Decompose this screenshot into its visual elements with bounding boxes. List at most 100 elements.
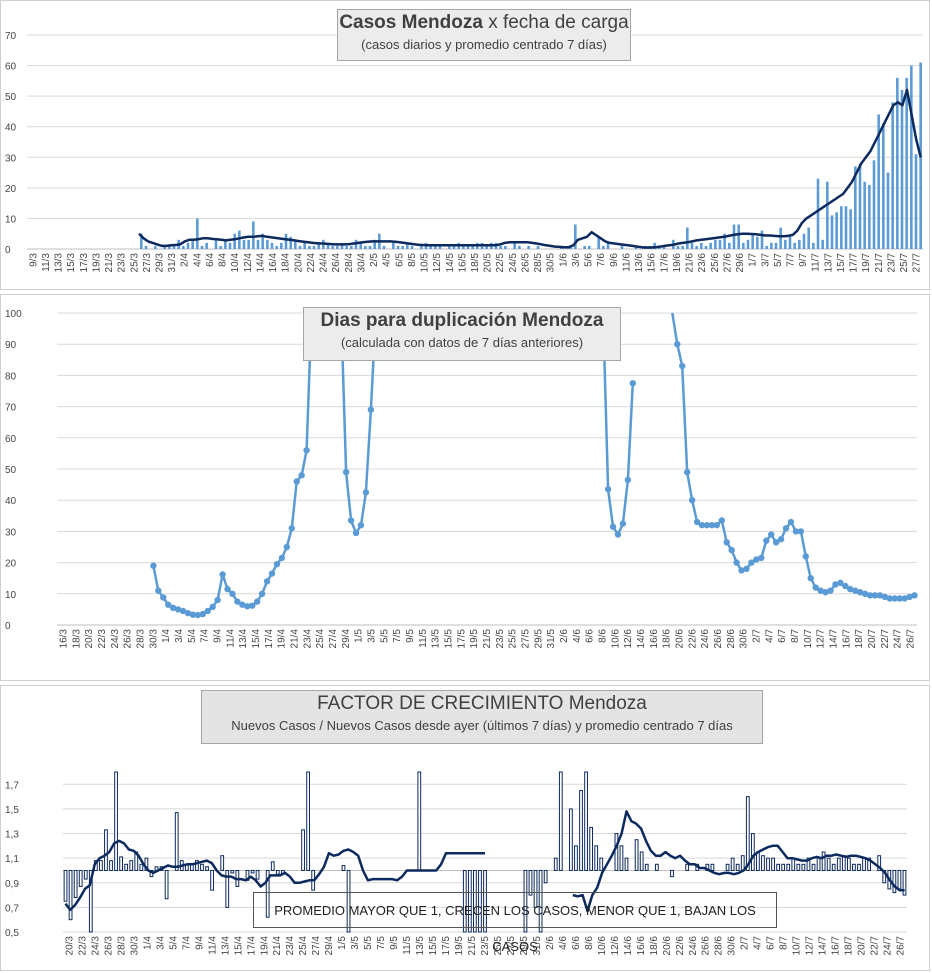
x-tick-label: 20/3 <box>64 936 75 956</box>
x-tick-label: 29/4 <box>324 936 335 956</box>
bar <box>270 861 275 871</box>
x-tick-label: 5/4 <box>168 936 179 950</box>
y-tick-label: 10 <box>5 214 17 225</box>
x-tick-label: 5/5 <box>363 936 374 950</box>
data-point <box>847 585 854 593</box>
bar <box>434 245 437 249</box>
x-tick-label: 8/5 <box>407 253 418 267</box>
data-point <box>822 589 829 596</box>
x-tick-label: 22/6 <box>687 629 698 649</box>
x-tick-label: 23/7 <box>886 253 897 273</box>
x-tick-label: 14/6 <box>623 936 634 956</box>
x-tick-label: 15/4 <box>233 936 244 956</box>
data-point <box>239 601 246 608</box>
series-line-1 <box>138 88 922 249</box>
bar <box>737 224 740 249</box>
growth-factor-subtitle: Nuevos Casos / Nuevos Casos desde ayer (… <box>231 718 733 733</box>
data-point <box>298 472 305 479</box>
data-point <box>367 406 375 413</box>
x-tick-label: 20/4 <box>293 253 304 273</box>
bar <box>119 856 124 871</box>
bar <box>467 869 472 933</box>
x-tick-label: 20/7 <box>867 629 878 649</box>
x-tick-label: 15/3 <box>66 253 77 273</box>
y-tick-label: 80 <box>5 371 17 382</box>
x-tick-label: 13/4 <box>220 936 231 956</box>
daily-cases-title-rest: x fecha de carga <box>488 12 629 33</box>
x-tick-label: 9/7 <box>798 253 809 267</box>
x-tick-label: 10/4 <box>230 253 241 273</box>
bar <box>886 172 890 249</box>
bar <box>452 245 456 249</box>
data-point <box>772 539 780 546</box>
bar <box>686 227 689 249</box>
x-tick-label: 12/6 <box>610 936 621 956</box>
x-tick-label: 28/3 <box>135 629 146 649</box>
bar <box>619 845 624 871</box>
x-tick-label: 27/4 <box>328 629 339 649</box>
bar <box>483 869 487 933</box>
y-tick-label: 40 <box>5 123 17 134</box>
bar <box>644 863 649 871</box>
x-tick-label: 6/6 <box>585 629 596 643</box>
data-point <box>886 595 894 602</box>
bar <box>499 245 502 249</box>
x-tick-label: 22/3 <box>97 629 108 649</box>
x-tick-label: 6/5 <box>394 253 405 267</box>
bar <box>154 245 157 249</box>
x-tick-label: 24/6 <box>700 629 711 649</box>
bar <box>816 857 821 871</box>
bar <box>821 239 824 249</box>
bar <box>735 863 740 871</box>
y-tick-label: 70 <box>5 403 17 414</box>
x-tick-label: 7/5 <box>392 629 403 643</box>
bar <box>63 869 68 902</box>
y-tick-label: 20 <box>5 184 17 195</box>
x-tick-label: 17/7 <box>849 253 860 273</box>
x-tick-label: 24/7 <box>883 936 894 956</box>
x-tick-label: 2/7 <box>752 629 763 643</box>
x-tick-label: 22/4 <box>306 253 317 273</box>
bar <box>473 869 477 933</box>
data-point <box>169 604 177 612</box>
bar <box>174 812 179 871</box>
data-point <box>713 521 721 529</box>
data-point <box>763 537 770 544</box>
data-point <box>906 593 913 601</box>
data-point <box>179 607 187 615</box>
bar <box>340 242 344 249</box>
data-point <box>224 585 231 593</box>
doubling-days-title: Dias para duplicación Mendoza <box>320 310 604 331</box>
data-point <box>738 567 745 574</box>
bar <box>250 869 255 874</box>
bar <box>812 242 815 249</box>
bar <box>807 227 810 249</box>
x-tick-label: 26/3 <box>123 629 134 649</box>
y-tick-label: 10 <box>5 590 17 601</box>
bar <box>172 245 176 249</box>
bar <box>725 863 730 871</box>
x-tick-label: 22/3 <box>77 936 88 956</box>
data-point <box>209 603 216 611</box>
bar <box>835 212 838 249</box>
data-point <box>866 592 874 599</box>
x-tick-label: 11/4 <box>225 629 236 648</box>
x-tick-label: 18/5 <box>470 253 481 273</box>
x-tick-label: 2/4 <box>180 253 191 267</box>
x-tick-label: 9/4 <box>194 936 205 950</box>
bar <box>765 245 768 249</box>
x-tick-label: 3/5 <box>366 629 377 643</box>
bar <box>301 829 305 871</box>
bar <box>690 242 694 249</box>
bar <box>802 233 806 249</box>
bar <box>704 245 708 249</box>
bar <box>882 123 885 249</box>
daily-cases-title-box: Casos Mendoza x fecha de carga (casos di… <box>337 9 631 61</box>
data-point <box>352 529 360 537</box>
bar <box>654 863 659 871</box>
y-tick-label: 40 <box>5 496 17 507</box>
bar <box>710 863 715 871</box>
x-tick-label: 24/7 <box>893 629 904 649</box>
x-tick-label: 21/4 <box>289 629 300 649</box>
bar <box>336 245 339 249</box>
